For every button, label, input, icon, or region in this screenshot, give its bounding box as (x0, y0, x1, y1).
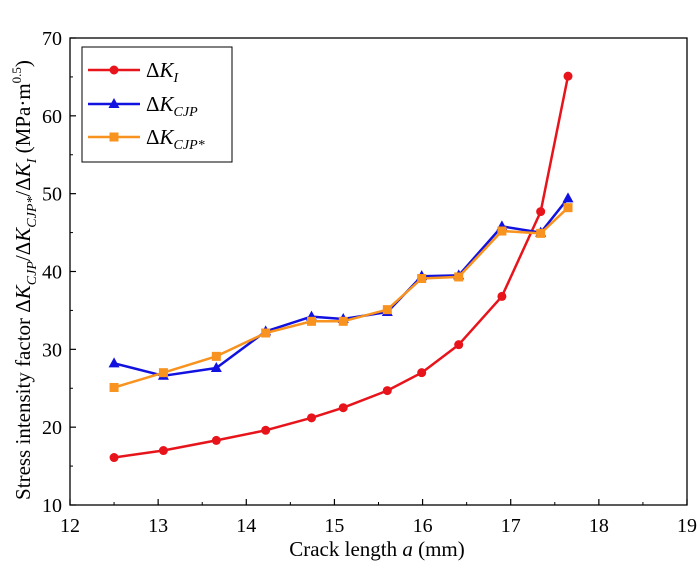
data-point (211, 435, 221, 445)
data-point (454, 272, 464, 282)
data-point (536, 228, 546, 238)
x-tick-label: 18 (589, 515, 609, 537)
y-tick-label: 10 (42, 495, 62, 517)
series-line (113, 75, 570, 459)
data-point (563, 203, 573, 213)
data-point (158, 446, 168, 456)
data-point (261, 425, 271, 435)
data-point (563, 71, 573, 81)
y-tick-label: 50 (42, 184, 62, 206)
series-circle (109, 71, 573, 463)
data-point (497, 226, 507, 236)
data-point (108, 357, 120, 368)
data-point (497, 291, 507, 301)
legend-marker-triangle (108, 98, 120, 108)
data-point (307, 413, 317, 423)
y-tick-label: 40 (42, 262, 62, 284)
legend-marker-square (109, 132, 119, 142)
data-point (307, 316, 317, 326)
x-tick-label: 19 (677, 515, 697, 537)
y-axis-label: Stress intensity factor ΔKCJP/ΔKCJP*/ΔKI… (9, 60, 40, 500)
data-point (158, 368, 168, 378)
legend-marker-circle (109, 65, 119, 75)
x-axis-label: Crack length a (mm) (289, 537, 465, 561)
axis-ticks: 12 13 14 15 16 17 18 19 10 20 30 40 50 60 70 (42, 28, 697, 537)
series-group (108, 71, 574, 463)
legend-label-delta-k-cjp: ΔKCJP (146, 92, 198, 120)
x-tick-label: 17 (501, 515, 521, 537)
y-tick-label: 20 (42, 417, 62, 439)
data-point (382, 305, 392, 315)
data-point (417, 368, 427, 378)
data-point (382, 386, 392, 396)
legend-item-delta-k-i: ΔKI (88, 58, 180, 86)
legend-item-delta-k-cjp: ΔKCJP (88, 92, 198, 120)
legend: ΔKI ΔKCJP ΔKCJP* (81, 46, 233, 163)
data-point (338, 316, 348, 326)
x-tick-label: 14 (236, 515, 256, 537)
data-point (338, 403, 348, 413)
data-point (536, 207, 546, 217)
legend-item-delta-k-cjp-star: ΔKCJP* (88, 125, 205, 153)
data-point (261, 328, 271, 338)
x-tick-label: 15 (324, 515, 344, 537)
legend-label-delta-k-cjp-star: ΔKCJP* (146, 125, 205, 153)
data-point (454, 340, 464, 350)
y-tick-label: 70 (42, 28, 62, 50)
series-square (109, 203, 573, 392)
data-point (562, 192, 574, 203)
series-line (113, 206, 569, 389)
data-point (417, 274, 427, 284)
data-point (210, 362, 222, 373)
x-tick-label: 13 (148, 515, 168, 537)
data-point (211, 351, 221, 361)
x-tick-label: 16 (413, 515, 433, 537)
legend-label-delta-k-i: ΔKI (146, 58, 180, 86)
series-triangle (108, 192, 574, 380)
data-point (109, 453, 119, 463)
y-tick-label: 60 (42, 106, 62, 128)
y-tick-label: 30 (42, 339, 62, 361)
data-point (109, 382, 119, 392)
x-tick-label: 12 (60, 515, 80, 537)
